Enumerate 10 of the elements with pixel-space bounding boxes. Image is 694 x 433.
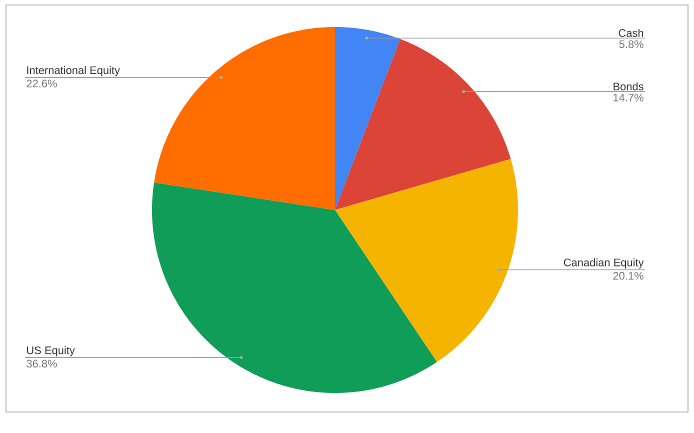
data-label: 20.1% [613, 272, 644, 280]
data-label: 14.7% [614, 94, 644, 102]
slice-label: Canadian Equity [564, 258, 644, 269]
data-label: 36.8% [26, 360, 57, 368]
slice-label: Bonds [614, 82, 644, 90]
slice-label: Cash [618, 28, 644, 37]
data-label: 22.6% [26, 80, 57, 88]
slice-label: International Equity [27, 66, 120, 76]
slice-label: US Equity [27, 346, 75, 356]
data-label: 5.8% [619, 40, 644, 48]
